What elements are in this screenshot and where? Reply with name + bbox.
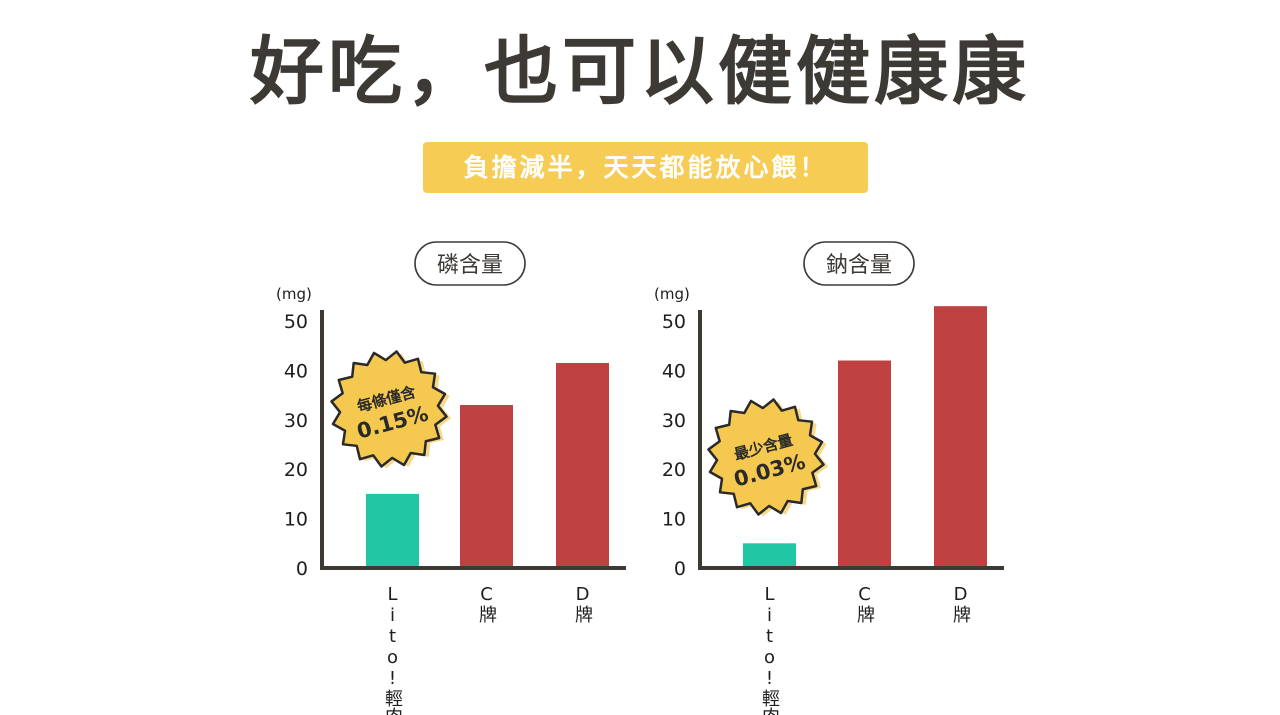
chart-axes xyxy=(320,310,626,570)
category-label: Lito!輕肉泥 xyxy=(382,584,403,715)
page-title: 好吃，也可以健健康康 xyxy=(250,29,1030,115)
y-tick-label: 20 xyxy=(662,459,686,481)
bar-competitor xyxy=(556,362,609,568)
y-tick-label: 40 xyxy=(662,360,686,382)
chart-axes xyxy=(698,310,1004,570)
category-label: Lito!輕肉泥 xyxy=(759,584,780,715)
y-tick-label: 20 xyxy=(284,459,308,481)
y-tick-label: 30 xyxy=(662,410,686,432)
y-axis-unit: (mg) xyxy=(654,285,690,303)
y-axis-unit: (mg) xyxy=(276,285,312,303)
burst-shape xyxy=(707,398,825,516)
bar-lito xyxy=(366,493,419,568)
y-tick-label: 0 xyxy=(674,558,686,580)
y-tick-label: 50 xyxy=(662,311,686,333)
bar-competitor xyxy=(460,404,513,568)
y-tick-label: 0 xyxy=(296,558,308,580)
y-tick-label: 10 xyxy=(662,509,686,531)
category-label: D牌 xyxy=(950,584,971,623)
y-tick-label: 50 xyxy=(284,311,308,333)
bar-competitor xyxy=(934,306,987,568)
burst-shape xyxy=(330,350,448,468)
category-label: C牌 xyxy=(476,584,497,623)
y-tick-label: 40 xyxy=(284,360,308,382)
category-label: D牌 xyxy=(572,584,593,623)
chart-title: 磷含量 xyxy=(437,253,503,278)
chart-title: 鈉含量 xyxy=(826,253,892,278)
subtitle-banner: 負擔減半，天天都能放心餵！ xyxy=(423,142,868,193)
bar-lito xyxy=(743,543,796,568)
chart-title-pill xyxy=(803,241,915,286)
category-label: C牌 xyxy=(854,584,875,623)
y-tick-label: 10 xyxy=(284,509,308,531)
bar-competitor xyxy=(838,360,891,568)
chart-title-pill xyxy=(414,241,526,286)
y-tick-label: 30 xyxy=(284,410,308,432)
